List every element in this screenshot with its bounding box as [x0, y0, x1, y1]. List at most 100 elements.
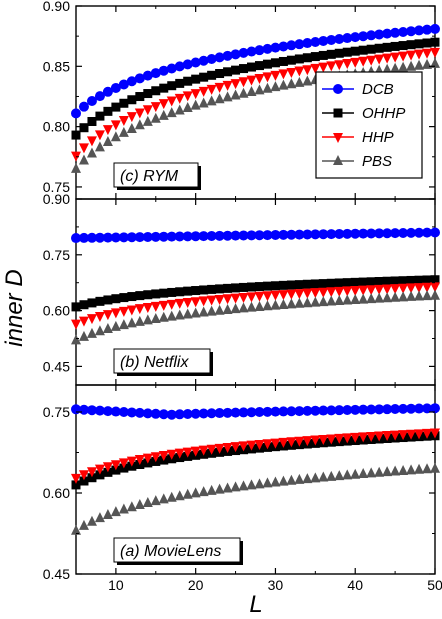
data-point	[254, 439, 265, 450]
data-point	[190, 231, 201, 242]
data-point	[294, 39, 305, 50]
panel-label: (a) MovieLens	[113, 537, 243, 565]
data-point	[206, 295, 217, 306]
data-point	[406, 403, 417, 414]
data-point	[118, 319, 129, 330]
data-point	[326, 295, 337, 306]
data-point	[398, 403, 409, 414]
data-point	[118, 503, 129, 514]
data-point	[358, 404, 369, 415]
data-point	[302, 229, 313, 240]
data-point	[350, 277, 360, 287]
y-tick-label: 0.85	[43, 58, 70, 74]
data-point	[430, 462, 440, 473]
data-point	[310, 63, 321, 74]
data-point	[71, 524, 81, 535]
panel-label-text: (c) RYM	[120, 168, 179, 185]
data-point	[182, 308, 193, 319]
data-point	[350, 404, 361, 415]
data-point	[430, 57, 440, 68]
data-point	[175, 287, 185, 297]
data-point	[174, 298, 185, 309]
data-point	[94, 91, 105, 102]
data-point	[278, 69, 289, 80]
data-point	[286, 280, 296, 290]
data-point	[222, 80, 233, 91]
data-point	[270, 70, 281, 81]
data-point	[126, 112, 137, 123]
data-point	[374, 29, 385, 40]
data-point	[183, 76, 193, 86]
series-ohhp	[71, 37, 440, 140]
data-point	[294, 229, 305, 240]
data-point	[135, 291, 145, 301]
data-point	[111, 102, 121, 112]
data-point	[190, 297, 201, 308]
data-point	[254, 282, 264, 292]
data-point	[382, 466, 393, 477]
data-point	[430, 227, 440, 238]
data-point	[230, 293, 241, 304]
legend-marker	[333, 155, 343, 165]
legend-marker	[333, 84, 343, 94]
data-point	[422, 227, 433, 238]
data-point	[318, 471, 329, 482]
data-point	[214, 52, 225, 63]
data-point	[270, 281, 280, 291]
y-tick-label: 0.75	[43, 247, 70, 263]
data-point	[398, 61, 409, 72]
data-point	[182, 447, 193, 458]
data-point	[398, 51, 409, 62]
data-point	[222, 50, 233, 61]
data-point	[166, 310, 177, 321]
data-point	[358, 56, 369, 67]
data-point	[262, 300, 273, 311]
data-point	[230, 481, 241, 492]
data-point	[94, 232, 105, 243]
data-point	[231, 65, 241, 75]
data-point	[222, 482, 233, 493]
data-point	[270, 406, 281, 417]
x-axis: 10 20 30 40 50	[108, 577, 442, 593]
data-point	[342, 59, 353, 70]
data-point	[214, 82, 225, 93]
data-point	[166, 231, 177, 242]
data-point	[254, 61, 264, 71]
data-point	[366, 285, 377, 296]
data-point	[350, 294, 361, 305]
data-point	[230, 89, 241, 100]
data-point	[382, 404, 393, 415]
data-point	[134, 304, 145, 315]
data-point	[374, 292, 385, 303]
data-point	[230, 49, 241, 60]
data-point	[366, 293, 377, 304]
data-point	[374, 43, 384, 53]
data-point	[222, 442, 233, 453]
data-point	[86, 232, 97, 243]
data-point	[222, 303, 233, 314]
data-point	[238, 407, 249, 418]
data-point	[102, 86, 113, 97]
data-point	[430, 23, 440, 34]
data-point	[326, 229, 337, 240]
panel-1: 0.45 0.60 0.75 0.90 (b) Netflix	[43, 191, 440, 386]
data-point	[94, 405, 105, 416]
legend-entry-hhp: HHP	[322, 129, 394, 146]
series-dcb	[71, 403, 440, 420]
data-point	[366, 467, 377, 478]
data-point	[422, 275, 432, 285]
data-point	[78, 101, 89, 112]
data-point	[278, 229, 289, 240]
data-point	[334, 405, 345, 416]
data-point	[390, 430, 401, 441]
series-dcb	[71, 23, 440, 119]
data-point	[326, 434, 337, 445]
data-point	[78, 232, 89, 243]
data-point	[95, 111, 105, 121]
data-point	[302, 279, 312, 289]
data-point	[182, 409, 193, 420]
data-point	[150, 495, 161, 506]
data-point	[342, 294, 353, 305]
data-point	[238, 77, 249, 88]
data-point	[414, 403, 425, 414]
